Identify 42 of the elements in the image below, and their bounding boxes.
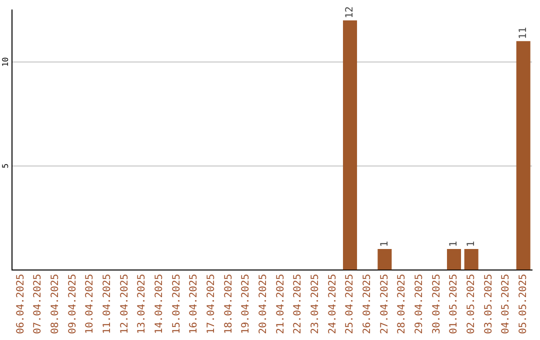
- x-tick-label: 23.04.2025: [310, 274, 321, 334]
- x-tick-label: 18.04.2025: [223, 274, 234, 334]
- data-label: 11: [518, 27, 529, 40]
- x-tick-label: 02.05.2025: [466, 274, 477, 334]
- bar: [464, 249, 478, 270]
- x-tick-label: 21.04.2025: [275, 274, 286, 334]
- x-tick-label: 10.04.2025: [84, 274, 96, 334]
- x-tick-label: 01.05.2025: [448, 274, 460, 334]
- x-tick-label: 29.04.2025: [414, 274, 425, 334]
- x-tick-label: 13.04.2025: [136, 274, 148, 334]
- y-tick-label: 5: [1, 163, 10, 168]
- x-tick-label: 14.04.2025: [154, 274, 165, 334]
- x-tick-label: 15.04.2025: [171, 274, 182, 334]
- data-label: 1: [466, 240, 477, 248]
- data-label: 12: [344, 6, 356, 18]
- x-tick-label: 25.04.2025: [344, 274, 356, 334]
- y-tick-label: 10: [1, 56, 10, 67]
- x-tick-label: 30.04.2025: [431, 274, 442, 334]
- x-tick-label: 04.05.2025: [500, 274, 512, 334]
- x-tick-label: 07.04.2025: [32, 274, 44, 334]
- x-tick-label: 27.04.2025: [379, 274, 390, 334]
- x-tick-label: 26.04.2025: [362, 274, 373, 334]
- x-tick-label: 28.04.2025: [396, 274, 408, 334]
- data-label: 1: [448, 240, 460, 248]
- bar: [516, 41, 530, 270]
- x-tick-label: 08.04.2025: [50, 274, 61, 334]
- x-tick-label: 19.04.2025: [240, 274, 252, 334]
- x-tick-label: 22.04.2025: [292, 274, 304, 334]
- x-tick-label: 06.04.2025: [15, 274, 26, 334]
- x-tick-label: 05.05.2025: [518, 274, 529, 334]
- x-tick-label: 09.04.2025: [67, 274, 78, 334]
- bar: [342, 20, 358, 270]
- x-tick-label: 16.04.2025: [188, 274, 200, 334]
- x-tick-label: 11.04.2025: [102, 274, 113, 334]
- x-tick-label: 20.04.2025: [258, 274, 269, 334]
- x-tick-label: 03.05.2025: [483, 274, 494, 334]
- x-tick-label: 24.04.2025: [327, 274, 338, 334]
- data-label: 1: [379, 240, 390, 248]
- bar: [446, 249, 462, 270]
- x-tick-label: 12.04.2025: [119, 274, 130, 334]
- bar: [378, 249, 392, 270]
- x-tick-label: 17.04.2025: [206, 274, 217, 334]
